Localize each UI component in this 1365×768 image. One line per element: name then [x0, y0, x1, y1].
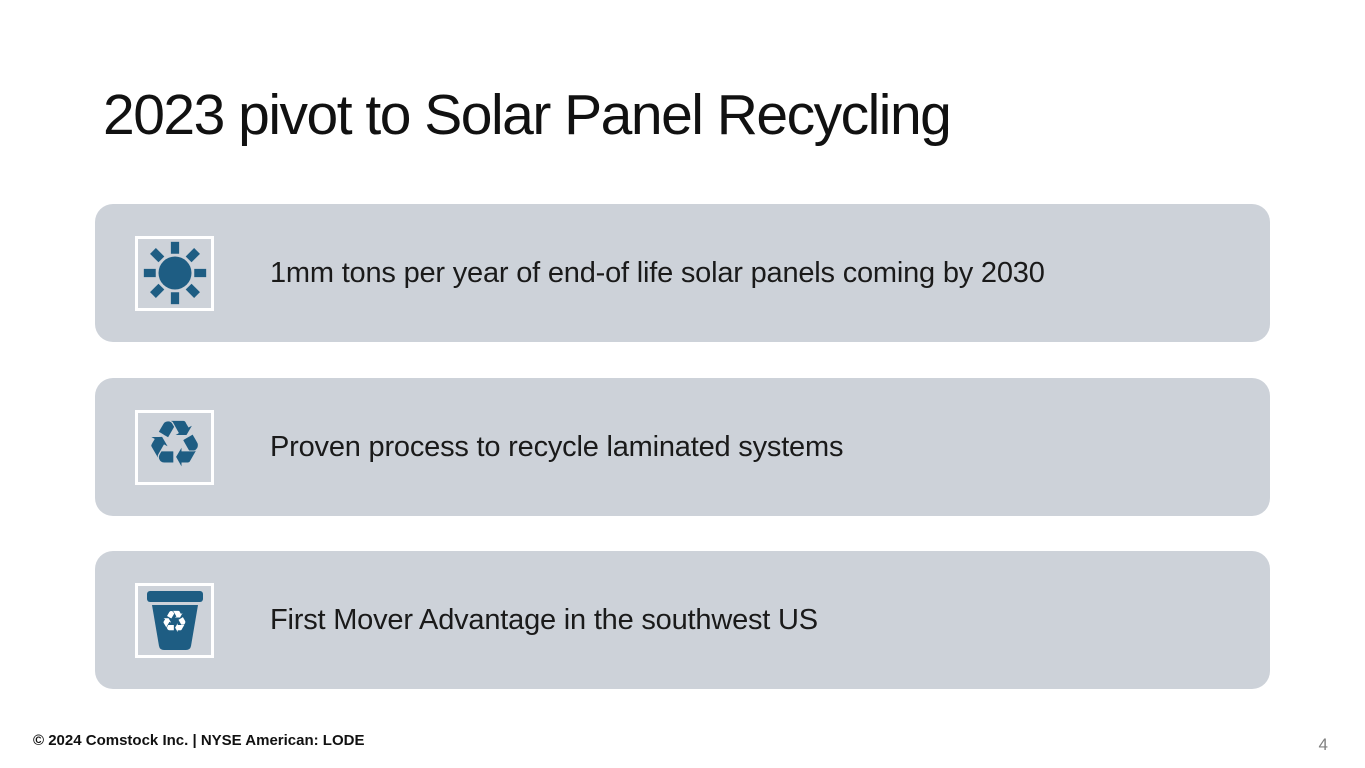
sun-icon	[135, 235, 214, 311]
card-text: 1mm tons per year of end-of life solar p…	[270, 256, 1045, 289]
page-number: 4	[1318, 735, 1328, 754]
card-text: Proven process to recycle laminated syst…	[270, 430, 844, 463]
recycle-bin-icon: ♻	[135, 582, 214, 658]
info-card-first-mover: ♻ First Mover Advantage in the southwest…	[95, 551, 1270, 689]
copyright-footer: © 2024 Comstock Inc. | NYSE American: LO…	[33, 732, 365, 749]
recycle-icon: ♻	[135, 408, 214, 485]
sun-icon-graphic	[143, 241, 206, 305]
recycle-icon-glyph: ♻	[145, 408, 204, 482]
recycle-bin-graphic: ♻	[144, 588, 206, 652]
page-title: 2023 pivot to Solar Panel Recycling	[103, 83, 952, 147]
card-text: First Mover Advantage in the southwest U…	[270, 603, 818, 636]
info-card-proven-process: ♻ Proven process to recycle laminated sy…	[95, 378, 1270, 516]
info-card-solar-volume: 1mm tons per year of end-of life solar p…	[95, 204, 1270, 342]
recycle-bin-arrows-glyph: ♻	[161, 605, 188, 641]
